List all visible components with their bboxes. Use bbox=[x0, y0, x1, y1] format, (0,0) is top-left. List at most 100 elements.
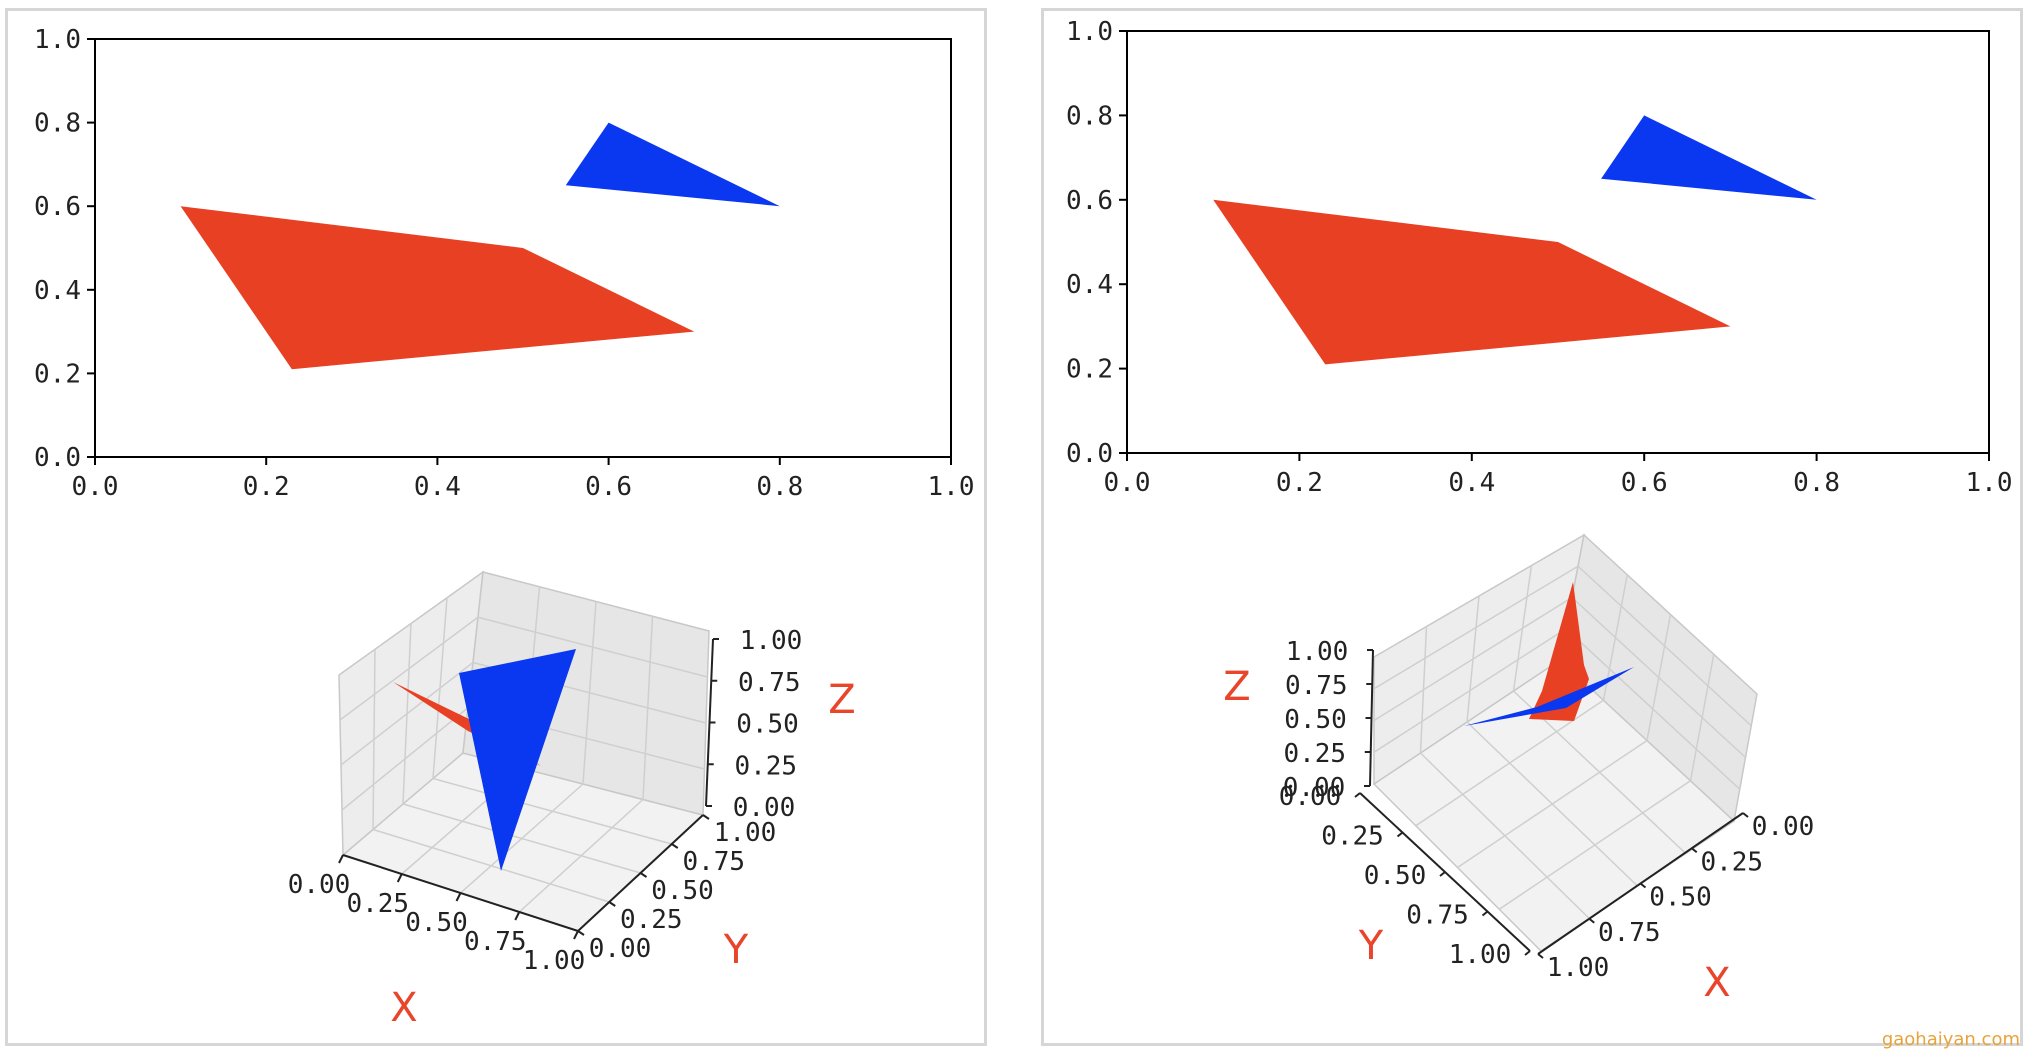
y-tick-label: 0.6 bbox=[1066, 186, 1113, 216]
polygon-3d-blue bbox=[459, 649, 576, 871]
x-tick-mark bbox=[455, 892, 462, 902]
y-axis-title: Y bbox=[723, 927, 749, 973]
x-axis-title: X bbox=[390, 985, 417, 1031]
side-gridline bbox=[1689, 654, 1715, 781]
x-tick-label: 1.00 bbox=[1547, 953, 1610, 983]
y-tick-label: 0.25 bbox=[1321, 822, 1384, 852]
z-tick-label: 0.00 bbox=[1283, 773, 1346, 803]
x-tick-label: 0.8 bbox=[756, 472, 803, 502]
x-tick-mark bbox=[514, 911, 521, 921]
back-gridline bbox=[340, 661, 474, 766]
x-tick-label: 0.8 bbox=[1793, 468, 1840, 498]
y-tick-label: 0.00 bbox=[1279, 782, 1342, 812]
right-figure-svg: 0.0 0.2 0.4 0.6 0.8 1.0 0.0 0.2 0.4 0.6 0.8 1.0 0.00… bbox=[1066, 17, 2013, 1006]
x-tick-label: 0.75 bbox=[1598, 918, 1661, 948]
x-tick-mark bbox=[573, 930, 579, 940]
y-tick-label: 0.2 bbox=[34, 359, 81, 389]
z-tick-label: 1.00 bbox=[1286, 637, 1349, 667]
plot-frame bbox=[1126, 30, 1990, 454]
polygon-3d-red bbox=[1529, 582, 1589, 721]
floor-gridline bbox=[1498, 780, 1691, 910]
x-tick-label: 0.6 bbox=[1621, 468, 1668, 498]
x-tick-label: 0.25 bbox=[346, 889, 409, 919]
y-tick-label: 1.0 bbox=[1066, 17, 1113, 47]
x-tick-label: 0.0 bbox=[72, 472, 119, 502]
x-tick-label: 0.0 bbox=[1104, 468, 1151, 498]
x-tick-label: 0.4 bbox=[1448, 468, 1495, 498]
z-axis-title: Z bbox=[1223, 664, 1250, 710]
z-tick-label: 0.50 bbox=[1284, 705, 1347, 735]
y-tick-mark bbox=[1524, 950, 1531, 956]
z-tick-label: 0.75 bbox=[1285, 671, 1348, 701]
left-figure-svg: 0.0 0.2 0.4 0.6 0.8 1.0 0.0 0.2 0.4 0.6 0.8 1.0 0.00… bbox=[34, 25, 975, 1031]
y-tick-label: 1.00 bbox=[714, 818, 777, 848]
x-tick-label: 0.00 bbox=[1752, 812, 1815, 842]
left-figure-panel: 0.0 0.2 0.4 0.6 0.8 1.0 0.0 0.2 0.4 0.6 0.8 1.0 0.00… bbox=[5, 8, 987, 1046]
back-gridline bbox=[339, 616, 479, 721]
plot-frame bbox=[94, 38, 952, 458]
polygon-blue bbox=[1601, 115, 1817, 200]
polygon-red bbox=[180, 206, 695, 370]
floor-gridline bbox=[1466, 721, 1639, 887]
floor-gridline bbox=[518, 798, 644, 913]
back-gridline bbox=[1373, 565, 1579, 690]
y-tick-label: 1.00 bbox=[1449, 940, 1512, 970]
y-tick-label: 0.8 bbox=[1066, 101, 1113, 131]
x-axis-title: X bbox=[1703, 960, 1730, 1006]
z-tick-label: 0.50 bbox=[736, 710, 799, 740]
y-tick-mark bbox=[1481, 910, 1489, 917]
y-tick-label: 0.25 bbox=[620, 905, 683, 935]
back-gridline bbox=[1373, 596, 1573, 722]
z-axis-title: Z bbox=[828, 677, 855, 723]
z-tick-label: 0.25 bbox=[1283, 739, 1346, 769]
y-tick-label: 0.75 bbox=[1406, 901, 1469, 931]
back-gridline bbox=[1512, 565, 1533, 692]
y-tick-label: 0.4 bbox=[34, 276, 81, 306]
x-tick-label: 0.00 bbox=[288, 870, 351, 900]
polygon-red bbox=[1213, 199, 1731, 365]
right-figure-panel: 0.0 0.2 0.4 0.6 0.8 1.0 0.0 0.2 0.4 0.6 0.8 1.0 0.00… bbox=[1041, 8, 2023, 1046]
y-tick-label: 0.4 bbox=[1066, 270, 1113, 300]
y-tick-label: 0.0 bbox=[1066, 439, 1113, 469]
y-tick-mark bbox=[1439, 871, 1446, 877]
y-tick-mark bbox=[702, 814, 710, 820]
x-tick-label: 0.25 bbox=[1700, 847, 1763, 877]
y-tick-label: 0.8 bbox=[34, 109, 81, 139]
x-tick-label: 1.0 bbox=[928, 472, 975, 502]
x-tick-label: 0.2 bbox=[243, 472, 290, 502]
side-gridline bbox=[477, 616, 708, 678]
y-tick-label: 0.50 bbox=[1364, 861, 1427, 891]
x-tick-mark bbox=[1537, 953, 1544, 959]
side-gridline bbox=[1571, 596, 1747, 759]
y-tick-mark bbox=[1354, 792, 1361, 798]
x-tick-mark bbox=[338, 854, 344, 864]
y-tick-mark bbox=[671, 843, 679, 849]
x-tick-mark bbox=[1588, 917, 1595, 924]
y-tick-mark bbox=[1396, 831, 1404, 838]
polygon-blue bbox=[565, 122, 780, 207]
x-tick-label: 0.4 bbox=[414, 472, 461, 502]
y-tick-label: 0.00 bbox=[589, 934, 652, 964]
z-tick-label: 0.75 bbox=[738, 668, 801, 698]
y-tick-label: 0.2 bbox=[1066, 355, 1113, 385]
x-tick-mark bbox=[1742, 812, 1749, 818]
y-tick-mark bbox=[639, 872, 648, 878]
x-tick-mark bbox=[396, 873, 403, 883]
y-tick-label: 0.6 bbox=[34, 192, 81, 222]
floor-gridline bbox=[432, 777, 672, 845]
y-tick-label: 1.0 bbox=[34, 25, 81, 55]
y-tick-mark bbox=[577, 930, 585, 936]
back-gridline bbox=[432, 597, 448, 779]
x-tick-label: 0.75 bbox=[464, 927, 527, 957]
x-tick-label: 0.2 bbox=[1276, 468, 1323, 498]
x-tick-mark bbox=[1639, 882, 1647, 889]
z-tick-label: 1.00 bbox=[740, 626, 803, 656]
watermark: gaohaiyan.com bbox=[1881, 1029, 2020, 1050]
y-tick-label: 0.50 bbox=[651, 876, 714, 906]
y-axis-title: Y bbox=[1358, 923, 1384, 969]
x-tick-label: 0.6 bbox=[585, 472, 632, 502]
x-tick-label: 0.50 bbox=[405, 908, 468, 938]
x-tick-label: 1.00 bbox=[523, 946, 586, 976]
side-gridline bbox=[642, 616, 654, 800]
x-tick-label: 1.0 bbox=[1966, 468, 2013, 498]
